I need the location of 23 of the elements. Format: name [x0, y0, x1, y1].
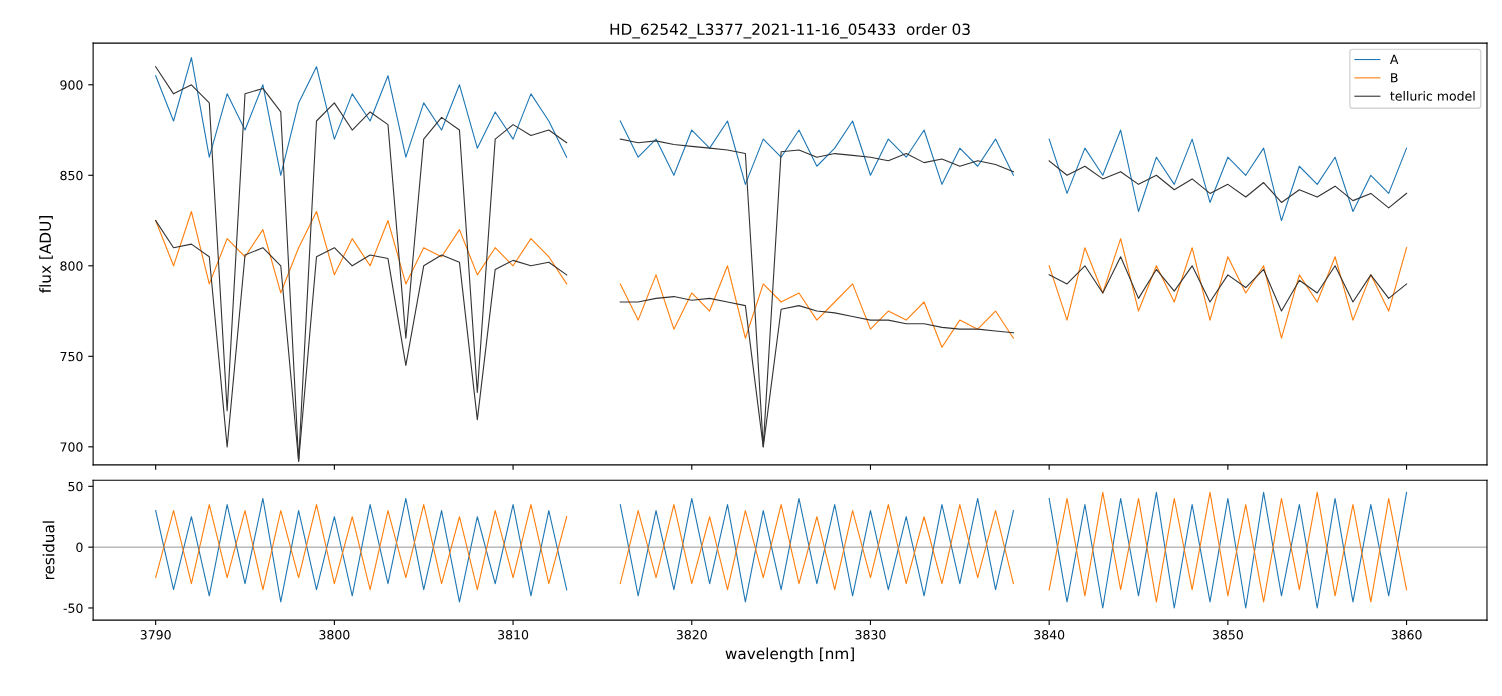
- y-tick-label: 700: [60, 442, 83, 452]
- x-tick-label: 3860: [1391, 630, 1422, 640]
- y-tick-label: 50: [68, 481, 83, 492]
- legend-label: A: [1389, 54, 1399, 64]
- x-tick-label: 3850: [1212, 630, 1243, 640]
- x-tick-label: 3840: [1034, 630, 1065, 640]
- y-tick-label: 800: [60, 261, 83, 271]
- legend-label: telluric model: [1390, 91, 1475, 101]
- x-tick-label: 3790: [140, 630, 171, 640]
- x-tick-label: 3810: [498, 630, 529, 640]
- y-axis-title: flux [ADU]: [39, 216, 53, 293]
- x-axis-title: wavelength [nm]: [725, 647, 854, 663]
- y-tick-label: 900: [60, 80, 83, 90]
- y-axis-title: residual: [42, 521, 55, 580]
- y-tick-label: 750: [60, 351, 83, 362]
- x-tick-label: 3800: [319, 630, 350, 640]
- legend-label: B: [1391, 73, 1398, 83]
- y-tick-label: 850: [60, 170, 83, 181]
- x-tick-label: 3830: [855, 630, 886, 640]
- y-tick-label: 0: [76, 542, 83, 553]
- x-tick-label: 3820: [676, 630, 707, 640]
- chart-title: HD_62542_L3377_2021-11-16_05433 order 03: [610, 23, 970, 39]
- y-tick-label: -50: [63, 603, 83, 613]
